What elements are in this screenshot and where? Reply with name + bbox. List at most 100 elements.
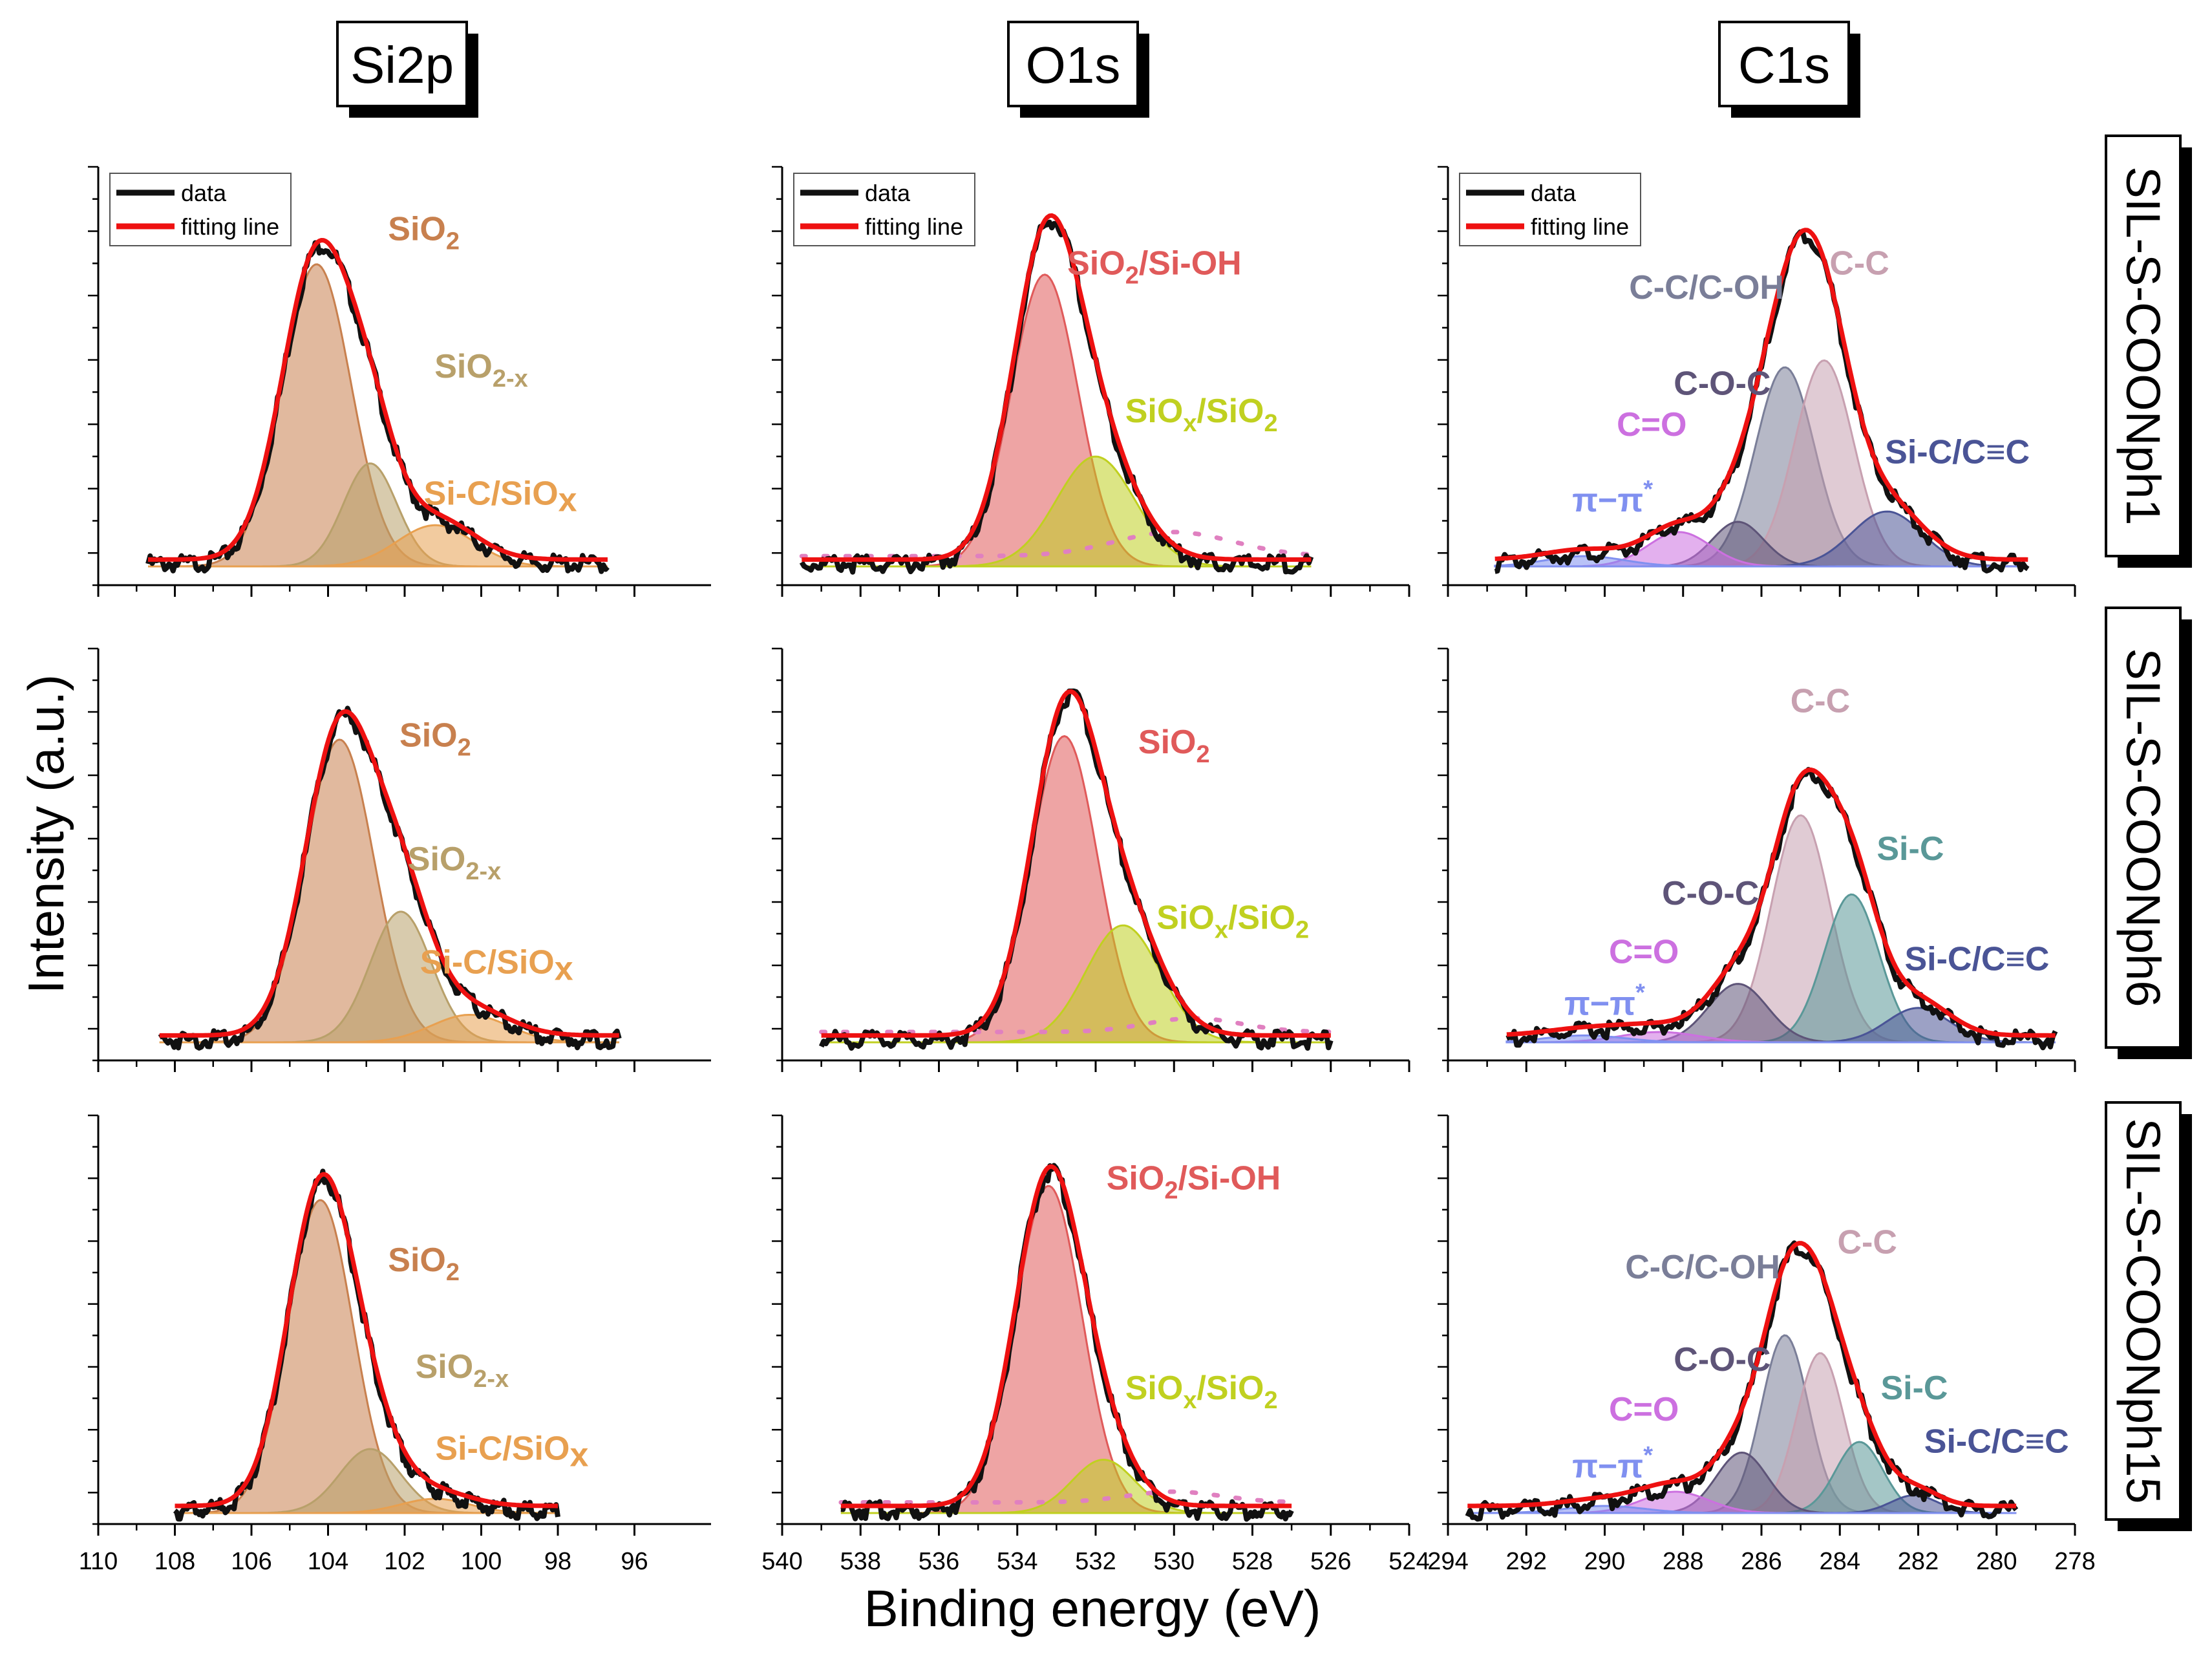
peak-label-text: C=O: [1617, 406, 1686, 444]
peak-label: Si-C/SiOx: [435, 1430, 588, 1474]
x-tick-label: 530: [1154, 1548, 1195, 1575]
x-tick-label: 282: [1898, 1548, 1939, 1575]
panel-r2-c2: C-C/C-OH C-C C-O-C C=O Si-C Si-C/C≡C π−π*: [1465, 1224, 2069, 1522]
peak-label: C-C: [1791, 682, 1850, 720]
x-tick-label: 284: [1820, 1548, 1860, 1575]
row-title: SIL-S-COONph15: [2116, 1118, 2170, 1503]
peak-label-subscript: 2: [1196, 741, 1209, 768]
peak-label-text: SiO: [1125, 1369, 1184, 1407]
fitting-line: [147, 238, 608, 562]
peak-label: SiO2-x: [408, 841, 502, 885]
peak-label: C-O-C: [1674, 365, 1771, 403]
row-title-box: [2105, 134, 2182, 557]
x-tick-label: 292: [1506, 1548, 1547, 1575]
peak-label-subscript: 2: [458, 734, 471, 761]
peak-label: Si-C/C≡C: [1885, 434, 2030, 471]
x-tick-label: 280: [1976, 1548, 2017, 1575]
y-axis-label: Intensity (a.u.): [17, 674, 74, 994]
peak-label-subscript: x: [1215, 916, 1228, 943]
x-tick-label: 294: [1427, 1548, 1468, 1575]
column-title: Si2p: [350, 36, 454, 94]
peak-label: C-C/C-OH: [1629, 269, 1784, 306]
peak-label-text: Si-C/C≡C: [1885, 434, 2030, 471]
legend-data-label: data: [181, 180, 227, 206]
x-tick-label: 526: [1310, 1548, 1351, 1575]
fitting-line: [174, 1172, 558, 1509]
peak-label-text: Si-C/SiO: [435, 1430, 569, 1468]
legend-fit-label: fitting line: [181, 213, 279, 240]
peak-label-subscript: 2-x: [493, 365, 528, 392]
panel-r2-c0: SiO2 SiO2-x Si-C/SiOx: [173, 1168, 588, 1522]
x-tick-label: 538: [840, 1548, 881, 1575]
peak-label-text: SiO: [416, 1348, 474, 1386]
axes-layer: data fitting line data fitting line data fitt…: [79, 21, 2192, 1575]
peak-label-subscript: 2-x: [465, 858, 501, 885]
peak-label-text: SiO: [399, 716, 458, 754]
peak-label: SiO2: [388, 211, 460, 255]
column-title-box: [336, 21, 468, 107]
x-tick-label: 110: [79, 1548, 118, 1575]
panel-r1-c2: C-C Si-C C-O-C C=O Si-C/C≡C π−π*: [1505, 682, 2058, 1051]
legend-box: [1459, 173, 1641, 246]
peak-label-text: C-O-C: [1674, 365, 1771, 403]
x-tick-label: 278: [2054, 1548, 2095, 1575]
peak-label-superscript: *: [1643, 476, 1653, 503]
legend-fit-label: fitting line: [865, 213, 963, 240]
x-tick-label: 102: [384, 1548, 425, 1575]
row-title: SIL-S-COONph6: [2116, 648, 2170, 1007]
column-title: O1s: [1026, 36, 1121, 94]
peak-label-subscript: 2: [1264, 410, 1277, 437]
peak-label-text: SiO: [1156, 899, 1215, 936]
x-tick-label: 106: [231, 1548, 271, 1575]
peak-label: SiO2-x: [416, 1348, 509, 1393]
component-peak--: [1467, 1505, 2017, 1514]
peak-label-subscript: 2: [1295, 916, 1309, 943]
row-title: SIL-S-COONph1: [2116, 166, 2170, 525]
peak-label: SiO2: [1138, 724, 1210, 768]
data-line: [840, 1163, 1294, 1522]
peak-label: SiO2/Si-OH: [1107, 1160, 1281, 1205]
x-tick-label: 286: [1741, 1548, 1781, 1575]
peak-label-text: SiO: [408, 841, 466, 878]
peak-label-subscript: 2: [1125, 263, 1139, 290]
peak-label: Si-C: [1880, 1369, 1948, 1407]
peak-label-text: π−π: [1572, 1448, 1643, 1485]
peak-label: Si-C/SiOx: [424, 475, 577, 519]
x-tick-label: 532: [1075, 1548, 1116, 1575]
x-tick-label: 540: [761, 1548, 802, 1575]
row-title-box: [2105, 607, 2182, 1049]
peak-label: SiOx/SiO2: [1125, 1369, 1278, 1414]
peak-label-suffix: /Si-OH: [1178, 1160, 1281, 1198]
peak-label: π−π*: [1564, 979, 1645, 1022]
peak-label: π−π*: [1572, 476, 1653, 519]
column-title-box: [1007, 21, 1139, 107]
peak-label-text: π−π: [1572, 482, 1643, 519]
fitting-line: [159, 709, 620, 1038]
peak-label-subscript: x: [558, 481, 577, 519]
fitting-line: [1494, 228, 2028, 562]
legend-data-label: data: [1531, 180, 1577, 206]
column-title-box: [1718, 21, 1850, 107]
x-tick-label: 98: [544, 1548, 571, 1575]
peak-label: C=O: [1609, 1391, 1679, 1428]
peak-label: SiO2: [388, 1241, 460, 1286]
peak-label-text: C=O: [1609, 934, 1679, 971]
peak-label: Si-C/SiOx: [420, 944, 573, 988]
data-line: [799, 219, 1314, 575]
peak-label: SiO2-x: [434, 348, 528, 392]
component-peak-siox-sio2: [821, 924, 1331, 1044]
component-peak-si-c-siox: [148, 524, 608, 568]
peak-label-subscript: 2: [1164, 1177, 1178, 1205]
peak-label: Si-C/C≡C: [1904, 940, 2049, 978]
data-line: [158, 705, 622, 1051]
panel-r0-c2: C-C/C-OH C-C C-O-CC=O Si-C/C≡C π−π*: [1494, 228, 2030, 574]
peak-label: C-O-C: [1674, 1341, 1771, 1379]
peak-label-suffix: /SiO: [1196, 1369, 1264, 1407]
peak-label-superscript: *: [1635, 979, 1645, 1006]
legend-fit-label: fitting line: [1531, 213, 1629, 240]
fitting-line: [840, 1164, 1292, 1509]
